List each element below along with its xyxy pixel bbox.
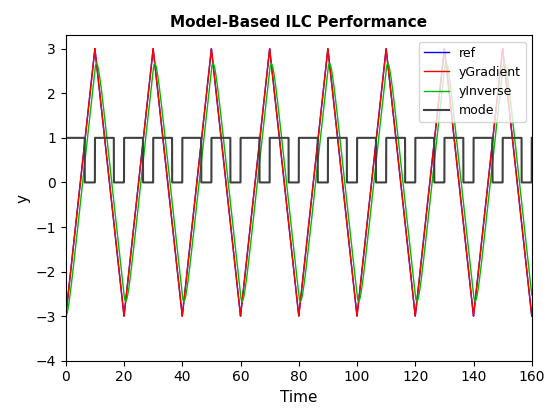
- yGradient: [529, 314, 535, 319]
- ref: [109, 203, 115, 208]
- yInverse: [477, 275, 483, 280]
- X-axis label: Time: Time: [280, 390, 318, 405]
- ref: [477, 257, 483, 262]
- yInverse: [501, 61, 507, 66]
- Line: yInverse: yInverse: [66, 63, 532, 316]
- mode: [62, 135, 69, 140]
- yGradient: [445, 81, 451, 86]
- Y-axis label: y: y: [15, 194, 30, 202]
- ref: [510, 142, 516, 147]
- yInverse: [62, 314, 69, 319]
- ref: [529, 314, 535, 319]
- Line: yGradient: yGradient: [66, 49, 532, 316]
- Title: Model-Based ILC Performance: Model-Based ILC Performance: [170, 15, 427, 30]
- mode: [180, 135, 187, 140]
- mode: [109, 135, 115, 140]
- mode: [433, 180, 440, 185]
- mode: [529, 135, 535, 140]
- Legend: ref, yGradient, yInverse, mode: ref, yGradient, yInverse, mode: [418, 42, 525, 122]
- yInverse: [180, 299, 187, 304]
- mode: [81, 180, 88, 185]
- yGradient: [510, 142, 516, 147]
- yGradient: [109, 203, 115, 208]
- yInverse: [433, 136, 440, 142]
- Line: mode: mode: [66, 138, 532, 182]
- yInverse: [510, 121, 516, 126]
- yGradient: [477, 257, 483, 262]
- mode: [510, 135, 516, 140]
- ref: [433, 115, 440, 120]
- mode: [445, 135, 451, 140]
- ref: [62, 314, 69, 319]
- yInverse: [109, 182, 115, 187]
- mode: [477, 135, 483, 140]
- ref: [445, 81, 451, 86]
- Line: ref: ref: [66, 49, 532, 316]
- ref: [91, 46, 98, 51]
- yInverse: [529, 292, 535, 297]
- yInverse: [445, 68, 451, 73]
- yGradient: [91, 46, 98, 51]
- yGradient: [180, 302, 187, 307]
- ref: [180, 302, 187, 307]
- yGradient: [62, 314, 69, 319]
- yGradient: [433, 115, 440, 120]
